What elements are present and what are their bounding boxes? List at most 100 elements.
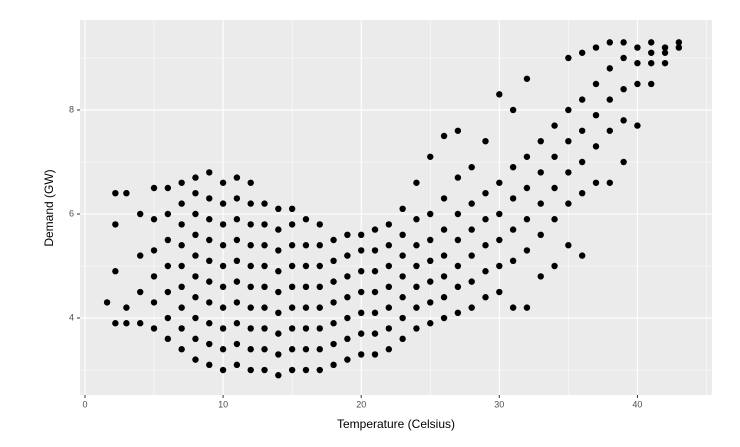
point	[578, 49, 586, 56]
point	[675, 39, 683, 46]
point	[592, 44, 600, 51]
point	[440, 226, 448, 233]
point	[385, 346, 393, 353]
point	[178, 200, 185, 207]
point	[233, 361, 241, 369]
point	[427, 320, 434, 327]
point	[178, 179, 185, 186]
y-tick-label: 6	[69, 208, 74, 218]
point	[523, 247, 531, 254]
point	[302, 242, 310, 249]
point	[233, 174, 241, 181]
point	[371, 226, 379, 233]
point	[427, 278, 434, 285]
point	[247, 325, 254, 332]
point	[261, 346, 268, 353]
point	[440, 314, 448, 322]
point	[302, 262, 310, 270]
point	[192, 356, 199, 363]
point	[150, 325, 158, 332]
point	[371, 351, 379, 358]
point	[247, 346, 254, 353]
point	[247, 262, 254, 270]
point	[509, 106, 517, 114]
point	[219, 200, 227, 207]
point	[192, 189, 199, 197]
point	[275, 309, 282, 317]
point	[357, 351, 365, 358]
point	[482, 242, 489, 249]
point	[219, 325, 227, 332]
point	[344, 294, 351, 301]
point	[164, 288, 172, 296]
point	[288, 221, 296, 228]
point	[578, 189, 586, 197]
point	[634, 122, 641, 129]
point	[192, 210, 199, 218]
point	[112, 221, 119, 228]
point	[275, 226, 282, 233]
point	[399, 273, 406, 280]
point	[316, 242, 323, 249]
point	[371, 330, 379, 337]
point	[219, 262, 227, 270]
point	[112, 320, 119, 327]
point	[454, 236, 462, 244]
point	[302, 366, 310, 374]
point	[454, 262, 462, 270]
point	[482, 189, 489, 197]
point	[620, 39, 627, 46]
y-axis-title: Demand (GW)	[42, 169, 56, 246]
point	[219, 366, 227, 374]
point	[509, 195, 517, 202]
point	[302, 325, 310, 332]
point	[137, 252, 144, 259]
point	[537, 169, 544, 176]
point	[496, 288, 503, 296]
point	[150, 216, 158, 223]
x-tick-label: 30	[494, 399, 504, 409]
point	[496, 236, 503, 244]
point	[164, 314, 172, 322]
point	[302, 346, 310, 353]
point	[123, 320, 130, 327]
point	[288, 304, 296, 311]
point	[454, 127, 462, 134]
point	[675, 44, 683, 51]
point	[509, 257, 517, 265]
point	[302, 283, 310, 291]
point	[247, 200, 254, 207]
point	[112, 268, 119, 275]
point	[509, 304, 517, 311]
point	[357, 288, 365, 296]
point	[606, 127, 613, 134]
point	[385, 262, 393, 270]
point	[648, 49, 655, 56]
point	[371, 268, 379, 275]
point	[247, 179, 254, 186]
point	[551, 216, 558, 223]
point	[496, 91, 503, 98]
point	[482, 216, 489, 223]
point	[357, 268, 365, 275]
point	[316, 304, 323, 311]
point	[482, 137, 489, 145]
point	[112, 189, 119, 197]
point	[330, 236, 337, 244]
point	[440, 252, 448, 259]
point	[316, 262, 323, 270]
point	[233, 278, 241, 285]
point	[371, 288, 379, 296]
x-tick-label: 20	[356, 399, 366, 409]
point	[661, 59, 669, 67]
y-tick-label: 4	[69, 312, 74, 322]
point	[206, 195, 213, 202]
point	[233, 299, 241, 306]
x-tick-label: 40	[632, 399, 642, 409]
point	[103, 299, 111, 306]
point	[537, 137, 544, 145]
point	[523, 304, 531, 311]
point	[634, 80, 641, 88]
point	[288, 366, 296, 374]
point	[578, 158, 586, 166]
